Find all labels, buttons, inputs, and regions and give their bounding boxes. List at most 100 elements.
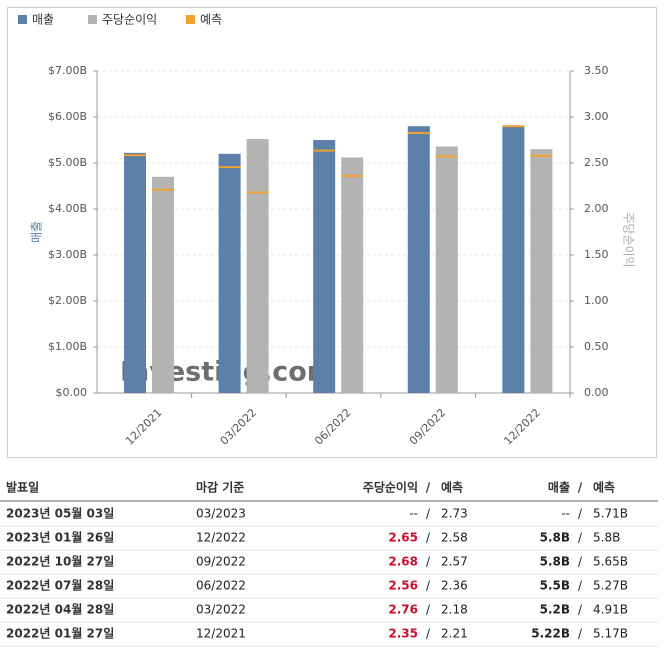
table-cell: 5.8B: [540, 531, 570, 545]
y2-tick-label: 1.00: [584, 294, 609, 307]
y2-axis-title: 주당순이익: [622, 212, 636, 267]
table-cell: 5.71B: [593, 507, 628, 521]
table-cell: /: [578, 555, 583, 569]
table-cell: 5.5B: [540, 579, 570, 593]
forecast-mark: [124, 154, 146, 157]
table-cell: 2023년 01월 26일: [6, 530, 114, 545]
table-cell: --: [409, 507, 418, 521]
y2-tick-label: 3.00: [584, 110, 609, 123]
table-cell: 5.8B: [540, 555, 570, 569]
forecast-mark: [435, 155, 458, 158]
legend-label: 예측: [200, 13, 222, 27]
bar: [313, 140, 336, 393]
table-header: 발표일: [6, 480, 39, 495]
table-cell: 5.65B: [593, 555, 628, 569]
table-cell: 03/2022: [196, 603, 246, 617]
table-cell: 2022년 10월 27일: [6, 554, 114, 569]
bar: [124, 152, 146, 393]
table-cell: /: [426, 579, 431, 593]
y-tick-label: $3.00B: [48, 248, 87, 261]
bar: [435, 146, 458, 393]
forecast-mark: [502, 125, 525, 128]
table-cell: 2.76: [388, 603, 418, 617]
table-cell: 2023년 05월 03일: [6, 506, 114, 521]
table-cell: /: [578, 579, 583, 593]
table-cell: 5.27B: [593, 579, 628, 593]
y2-tick-label: 2.00: [584, 202, 609, 215]
table-cell: /: [578, 627, 583, 641]
bar: [530, 149, 553, 393]
legend-swatch: [88, 15, 97, 24]
y-tick-label: $7.00B: [48, 64, 87, 77]
forecast-mark: [530, 154, 553, 157]
table-cell: /: [426, 603, 431, 617]
table-cell: 2.36: [441, 579, 468, 593]
table-cell: /: [426, 555, 431, 569]
table-cell: 2.73: [441, 507, 468, 521]
table-cell: 2.18: [441, 603, 468, 617]
bar: [341, 157, 364, 393]
table-header: 주당순이익: [363, 480, 418, 495]
table-cell: 2022년 01월 27일: [6, 626, 114, 641]
table-cell: /: [426, 507, 431, 521]
table-cell: /: [426, 531, 431, 545]
table-cell: 12/2022: [196, 531, 246, 545]
table-cell: /: [578, 531, 583, 545]
table-cell: 2.56: [388, 579, 418, 593]
table-cell: 5.22B: [531, 627, 570, 641]
bar: [246, 139, 269, 393]
table-header: 예측: [441, 480, 463, 495]
y-axis-title: 매출: [30, 221, 44, 243]
bar: [407, 126, 430, 393]
table-header: /: [426, 481, 431, 495]
table-cell: 4.91B: [593, 603, 628, 617]
table-cell: 12/2021: [196, 627, 246, 641]
forecast-mark: [407, 132, 430, 135]
y2-tick-label: 0.00: [584, 386, 609, 399]
table-header: 매출: [548, 480, 570, 495]
table-cell: /: [578, 603, 583, 617]
forecast-mark: [313, 149, 336, 152]
forecast-mark: [246, 191, 269, 194]
y-tick-label: $0.00: [56, 386, 88, 399]
forecast-mark: [341, 174, 364, 177]
earnings-table: 발표일 마감 기준 주당순이익 / 예측 매출 / 예측 2023년 05월 03일 03/202…: [0, 480, 658, 647]
table-cell: 2.57: [441, 555, 468, 569]
legend-label: 주당순이익: [102, 13, 157, 27]
table-cell: /: [426, 627, 431, 641]
table-header: /: [578, 481, 583, 495]
y-tick-label: $4.00B: [48, 202, 87, 215]
table-cell: 2.65: [388, 531, 418, 545]
y-tick-label: $1.00B: [48, 340, 87, 353]
forecast-mark: [218, 166, 241, 169]
bar: [502, 126, 525, 393]
forecast-mark: [152, 188, 174, 191]
table-cell: 2.68: [388, 555, 418, 569]
table-cell: 09/2022: [196, 555, 246, 569]
table-cell: 2022년 07월 28일: [6, 578, 114, 593]
table-cell: 06/2022: [196, 579, 246, 593]
table-header: 예측: [593, 480, 615, 495]
y-tick-label: $6.00B: [48, 110, 87, 123]
y-tick-label: $5.00B: [48, 156, 87, 169]
y2-tick-label: 1.50: [584, 248, 609, 261]
table-cell: 2.58: [441, 531, 468, 545]
table-cell: 5.8B: [593, 531, 620, 545]
y2-tick-label: 2.50: [584, 156, 609, 169]
table-cell: 2.21: [441, 627, 468, 641]
table-cell: /: [578, 507, 583, 521]
table-cell: 5.17B: [593, 627, 628, 641]
table-cell: 03/2023: [196, 507, 246, 521]
table-cell: --: [561, 507, 570, 521]
bar: [218, 153, 241, 393]
chart: 매출 주당순이익 예측$0.00$1.00B$2.00B$3.00B$4.00B$5…: [7, 7, 657, 458]
y2-tick-label: 0.50: [584, 340, 609, 353]
y2-tick-label: 3.50: [584, 64, 609, 77]
legend-swatch: [18, 15, 27, 24]
legend-label: 매출: [32, 13, 54, 27]
legend-swatch: [186, 15, 195, 24]
table-cell: 2022년 04월 28일: [6, 602, 114, 617]
table-cell: 2.35: [388, 627, 418, 641]
bar: [152, 176, 174, 393]
